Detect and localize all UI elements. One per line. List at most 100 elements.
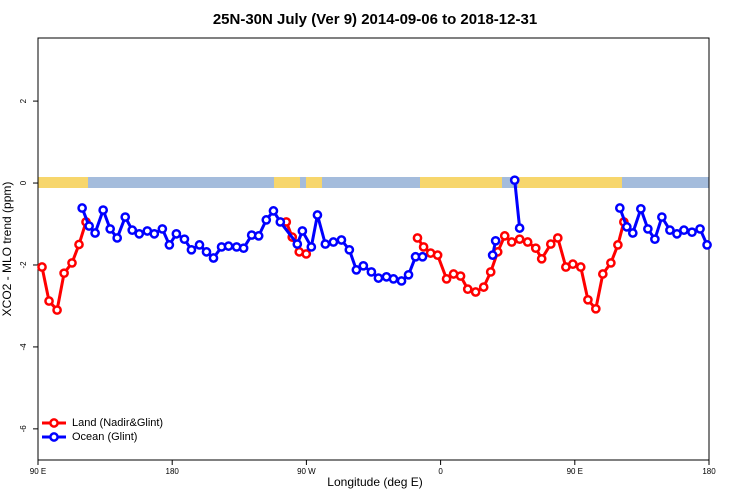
data-point bbox=[606, 258, 616, 268]
land-band bbox=[306, 177, 322, 188]
data-point bbox=[186, 244, 197, 255]
data-point bbox=[164, 240, 175, 250]
data-point bbox=[238, 243, 249, 254]
data-point bbox=[44, 296, 54, 306]
data-point bbox=[112, 233, 123, 243]
data-point bbox=[412, 233, 423, 243]
y-axis-label: XCO2 - MLO trend (ppm) bbox=[0, 182, 14, 317]
data-point bbox=[418, 242, 429, 252]
data-point bbox=[292, 239, 303, 249]
legend-label: Land (Nadir&Glint) bbox=[72, 417, 163, 429]
data-point bbox=[499, 231, 510, 241]
data-point bbox=[358, 260, 369, 271]
data-point bbox=[90, 228, 100, 238]
legend-marker bbox=[49, 432, 59, 442]
data-point bbox=[67, 258, 77, 268]
data-point bbox=[597, 269, 608, 279]
data-point bbox=[490, 235, 501, 246]
data-point bbox=[149, 228, 160, 239]
data-point bbox=[514, 234, 525, 245]
legend-marker bbox=[49, 418, 59, 428]
data-point bbox=[366, 267, 377, 277]
data-point bbox=[568, 259, 578, 270]
land-band bbox=[274, 177, 300, 188]
y-tick-label: 0 bbox=[19, 180, 28, 185]
x-tick-label: 0 bbox=[438, 467, 443, 476]
data-point bbox=[679, 225, 689, 236]
data-point bbox=[509, 175, 520, 186]
y-tick-label: 2 bbox=[19, 98, 28, 103]
land-band bbox=[518, 177, 622, 188]
data-point bbox=[506, 237, 517, 247]
data-point bbox=[470, 287, 481, 297]
data-point bbox=[530, 243, 541, 254]
data-point bbox=[613, 240, 623, 250]
x-tick-label: 180 bbox=[702, 467, 716, 476]
data-point bbox=[74, 239, 84, 250]
data-point bbox=[575, 262, 586, 272]
data-point bbox=[403, 269, 414, 280]
data-point bbox=[127, 225, 138, 236]
data-point bbox=[583, 294, 593, 305]
data-point bbox=[157, 224, 168, 234]
data-point bbox=[351, 265, 362, 275]
data-point bbox=[396, 276, 407, 286]
data-point bbox=[336, 235, 347, 245]
data-point bbox=[261, 215, 272, 225]
data-point bbox=[171, 228, 182, 239]
data-point bbox=[306, 242, 317, 252]
data-point bbox=[98, 205, 109, 215]
data-point bbox=[672, 228, 682, 239]
data-point bbox=[84, 221, 94, 231]
chart-title: 25N-30N July (Ver 9) 2014-09-06 to 2018-… bbox=[213, 11, 537, 28]
y-tick-label: -4 bbox=[19, 343, 28, 351]
data-point bbox=[695, 224, 705, 234]
data-point bbox=[344, 244, 355, 255]
data-point bbox=[636, 203, 646, 214]
data-point bbox=[650, 234, 660, 245]
data-point bbox=[621, 222, 632, 232]
data-point bbox=[223, 241, 234, 251]
data-point bbox=[301, 249, 312, 259]
data-point bbox=[455, 271, 466, 281]
land-band bbox=[420, 177, 502, 188]
data-point bbox=[388, 274, 399, 284]
data-point bbox=[194, 240, 205, 250]
data-point bbox=[614, 203, 625, 213]
data-point bbox=[478, 282, 489, 292]
data-point bbox=[522, 237, 533, 247]
data-point bbox=[328, 237, 339, 247]
data-point bbox=[432, 250, 443, 260]
data-point bbox=[462, 284, 473, 295]
data-point bbox=[657, 212, 667, 222]
y-tick-label: -2 bbox=[19, 261, 28, 269]
data-point bbox=[120, 212, 131, 222]
data-point bbox=[320, 239, 331, 249]
x-axis-label: Longitude (deg E) bbox=[327, 475, 422, 489]
y-tick-label: -6 bbox=[19, 425, 28, 433]
data-point bbox=[59, 268, 69, 279]
data-point bbox=[253, 231, 264, 241]
data-point bbox=[134, 228, 145, 239]
data-point bbox=[514, 223, 525, 233]
data-point bbox=[643, 224, 653, 234]
data-point bbox=[590, 303, 601, 314]
data-point bbox=[201, 247, 212, 257]
data-point bbox=[179, 234, 190, 245]
data-point bbox=[536, 253, 547, 264]
data-point bbox=[627, 228, 638, 238]
data-point bbox=[297, 226, 308, 236]
data-point bbox=[441, 274, 452, 284]
x-tick-label: 180 bbox=[166, 467, 180, 476]
legend-label: Ocean (Glint) bbox=[72, 431, 137, 443]
ocean-band bbox=[38, 177, 709, 188]
land-band bbox=[38, 177, 88, 188]
series-line bbox=[513, 180, 522, 229]
data-point bbox=[417, 251, 428, 262]
plot-frame bbox=[37, 37, 710, 461]
x-tick-label: 90 E bbox=[567, 467, 583, 476]
data-point bbox=[552, 233, 563, 243]
data-point bbox=[268, 206, 279, 216]
x-tick-label: 90 W bbox=[297, 467, 316, 476]
